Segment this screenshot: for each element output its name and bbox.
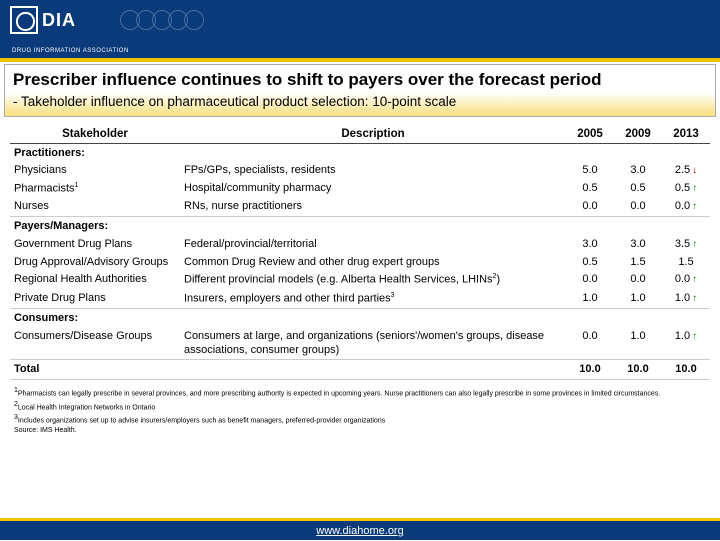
val-2013: 0.5↑ [662, 180, 710, 198]
arrow-up-icon: ↑ [692, 332, 697, 342]
total-label: Total [10, 360, 180, 380]
total-2005: 10.0 [566, 360, 614, 380]
brand-name: DIA [42, 10, 76, 31]
section-label: Practitioners: [10, 143, 710, 162]
val-2013: 1.5 [662, 254, 710, 272]
logo: DIA [10, 6, 76, 34]
val-2013: 0.0↑ [662, 271, 710, 289]
content: Stakeholder Description 2005 2009 2013 P… [0, 117, 720, 381]
val-2009: 0.0 [614, 198, 662, 216]
row-desc: RNs, nurse practitioners [180, 198, 566, 216]
val-2013: 0.0↑ [662, 198, 710, 216]
total-2009: 10.0 [614, 360, 662, 380]
val-2005: 0.0 [566, 198, 614, 216]
section-label: Payers/Managers: [10, 217, 710, 236]
title-sub: - Takeholder influence on pharmaceutical… [13, 94, 456, 109]
val-2013: 1.0↑ [662, 290, 710, 309]
gold-divider [0, 58, 720, 62]
col-stakeholder: Stakeholder [10, 125, 180, 144]
val-2009: 0.5 [614, 180, 662, 198]
val-2013: 1.0↑ [662, 328, 710, 360]
val-2009: 1.0 [614, 290, 662, 309]
val-2005: 3.0 [566, 236, 614, 254]
col-2005: 2005 [566, 125, 614, 144]
val-2009: 1.5 [614, 254, 662, 272]
row-label: Consumers/Disease Groups [10, 328, 180, 360]
row-desc: Federal/provincial/territorial [180, 236, 566, 254]
arrow-up-icon: ↑ [692, 202, 697, 212]
arrow-up-icon: ↑ [692, 240, 697, 250]
footer-bar: www.diahome.org [0, 518, 720, 540]
footnote-2: Local Health Integration Networks in Ont… [18, 404, 155, 411]
row-label: Physicians [10, 162, 180, 180]
arrow-up-icon: ↑ [692, 294, 697, 304]
val-2009: 3.0 [614, 162, 662, 180]
val-2005: 0.0 [566, 328, 614, 360]
val-2009: 0.0 [614, 271, 662, 289]
row-label: Government Drug Plans [10, 236, 180, 254]
footnote-3: Includes organizations set up to advise … [18, 417, 385, 424]
val-2005: 0.0 [566, 271, 614, 289]
val-2005: 5.0 [566, 162, 614, 180]
brand-tagline: DRUG INFORMATION ASSOCIATION [12, 48, 129, 54]
footer-link[interactable]: www.diahome.org [316, 525, 403, 537]
row-desc: Insurers, employers and other third part… [180, 290, 566, 309]
row-desc: Consumers at large, and organizations (s… [180, 328, 566, 360]
val-2013: 3.5↑ [662, 236, 710, 254]
globe-decor [120, 10, 200, 34]
row-desc: Common Drug Review and other drug expert… [180, 254, 566, 272]
row-label: Drug Approval/Advisory Groups [10, 254, 180, 272]
footnote-source: Source: IMS Health. [14, 426, 706, 435]
logo-icon [10, 6, 38, 34]
val-2005: 0.5 [566, 180, 614, 198]
col-description: Description [180, 125, 566, 144]
row-label: Private Drug Plans [10, 290, 180, 309]
row-desc: FPs/GPs, specialists, residents [180, 162, 566, 180]
footnote-1: Pharmacists can legally prescribe in sev… [18, 391, 660, 398]
val-2005: 1.0 [566, 290, 614, 309]
section-label: Consumers: [10, 309, 710, 328]
title-block: Prescriber influence continues to shift … [4, 64, 716, 117]
row-desc: Different provincial models (e.g. Albert… [180, 271, 566, 289]
arrow-up-icon: ↑ [692, 275, 697, 285]
total-2013: 10.0 [662, 360, 710, 380]
col-2009: 2009 [614, 125, 662, 144]
title-main: Prescriber influence continues to shift … [13, 70, 602, 89]
arrow-down-icon: ↓ [692, 166, 697, 176]
col-2013: 2013 [662, 125, 710, 144]
arrow-up-icon: ↑ [692, 184, 697, 194]
val-2009: 3.0 [614, 236, 662, 254]
row-label: Nurses [10, 198, 180, 216]
row-label: Pharmacists1 [10, 180, 180, 198]
val-2013: 2.5↓ [662, 162, 710, 180]
influence-table: Stakeholder Description 2005 2009 2013 P… [10, 125, 710, 381]
row-desc: Hospital/community pharmacy [180, 180, 566, 198]
header-bar: DIA DRUG INFORMATION ASSOCIATION [0, 0, 720, 58]
val-2009: 1.0 [614, 328, 662, 360]
row-label: Regional Health Authorities [10, 271, 180, 289]
footnotes: 1Pharmacists can legally prescribe in se… [0, 380, 720, 435]
val-2005: 0.5 [566, 254, 614, 272]
